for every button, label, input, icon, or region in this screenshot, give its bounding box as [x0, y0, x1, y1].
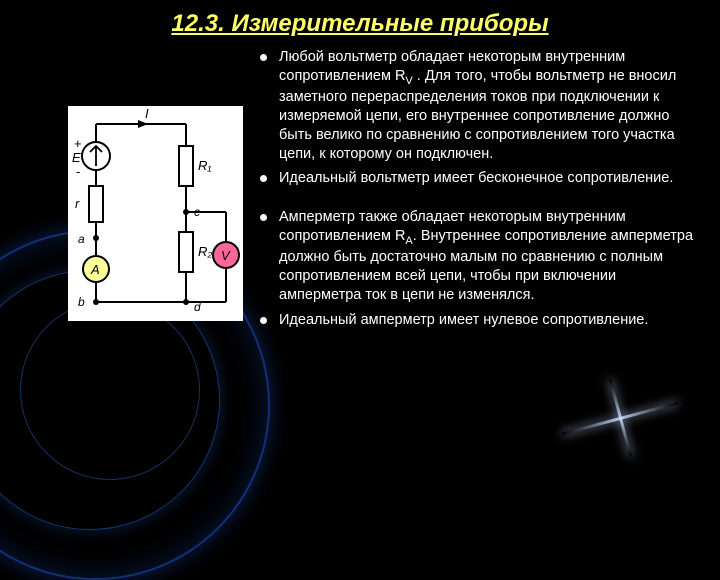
label-a: a [78, 232, 85, 246]
label-E: E [72, 150, 81, 165]
bullet-icon [260, 175, 267, 182]
slide-title: 12.3. Измерительные приборы [0, 10, 720, 38]
background-ring-3 [20, 300, 200, 480]
bullet-icon [260, 214, 267, 221]
bullet-icon [260, 317, 267, 324]
circuit-diagram: I + E - r a A b R₁ c [68, 106, 243, 321]
label-plus: + [74, 136, 82, 151]
label-A: A [90, 262, 100, 277]
bullet-list: Любой вольтметр обладает некоторым внутр… [260, 48, 700, 336]
label-I: I [145, 106, 149, 121]
list-item: Любой вольтметр обладает некоторым внутр… [260, 48, 700, 163]
label-r: r [75, 196, 80, 211]
label-V: V [221, 248, 231, 263]
label-minus: - [76, 164, 80, 179]
list-item: Идеальный вольтметр имеет бесконечное со… [260, 169, 700, 188]
label-b: b [78, 295, 85, 309]
list-item: Идеальный амперметр имеет нулевое сопрот… [260, 311, 700, 330]
bullet-text-4: Идеальный амперметр имеет нулевое сопрот… [279, 311, 700, 330]
list-item: Амперметр также обладает некоторым внутр… [260, 208, 700, 305]
bullet-icon [260, 54, 267, 61]
bullet-text-2: Идеальный вольтметр имеет бесконечное со… [279, 169, 700, 188]
bullet-text-3: Амперметр также обладает некоторым внутр… [279, 208, 700, 305]
label-R2: R₂ [198, 244, 212, 259]
bullet-text-1: Любой вольтметр обладает некоторым внутр… [279, 48, 700, 163]
label-R1: R₁ [198, 158, 212, 173]
